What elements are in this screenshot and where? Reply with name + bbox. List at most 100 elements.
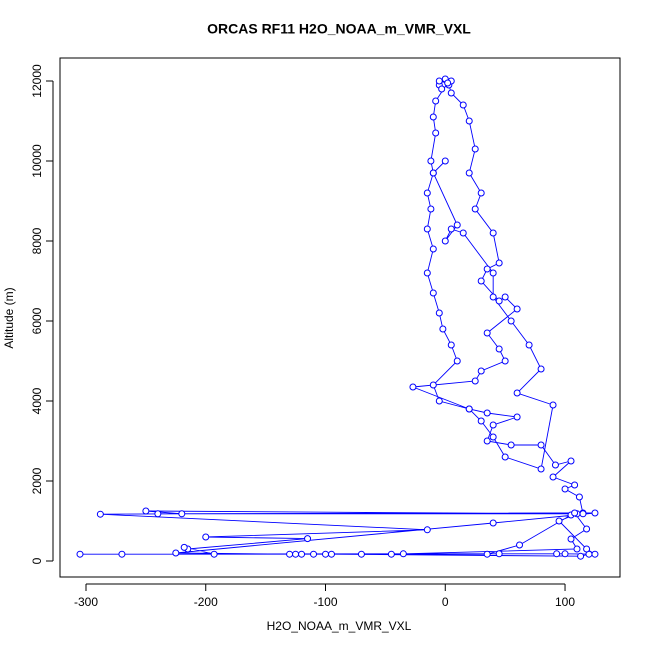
y-tick-label: 6000: [30, 307, 44, 334]
x-axis-label: H2O_NOAA_m_VMR_VXL: [267, 619, 412, 633]
data-point: [438, 85, 446, 93]
data-point: [591, 509, 599, 517]
y-tick-label: 12000: [30, 64, 44, 98]
data-point: [441, 157, 449, 165]
x-tick-label: -200: [194, 595, 218, 609]
data-point: [525, 341, 533, 349]
data-point: [435, 77, 443, 85]
data-point: [483, 550, 491, 558]
data-point: [432, 129, 440, 137]
data-point: [322, 550, 330, 558]
data-point: [286, 550, 294, 558]
data-point: [471, 145, 479, 153]
data-point: [423, 269, 431, 277]
data-point: [583, 545, 591, 553]
data-point: [154, 510, 162, 518]
data-point: [459, 229, 467, 237]
data-point: [429, 113, 437, 121]
data-point: [423, 225, 431, 233]
data-point: [513, 413, 521, 421]
data-point: [118, 550, 126, 558]
y-tick-label: 2000: [30, 467, 44, 494]
data-point: [561, 485, 569, 493]
data-point: [577, 552, 585, 560]
data-point: [489, 229, 497, 237]
data-point: [483, 409, 491, 417]
data-point: [459, 101, 467, 109]
data-point: [489, 433, 497, 441]
data-point: [453, 221, 461, 229]
data-point: [471, 377, 479, 385]
data-point: [427, 205, 435, 213]
data-point: [477, 189, 485, 197]
data-point: [310, 550, 318, 558]
plot-frame: [59, 57, 621, 578]
data-point: [553, 550, 561, 558]
y-tick-label: 8000: [30, 227, 44, 254]
data-point: [423, 189, 431, 197]
data-point: [96, 510, 104, 518]
y-tick-label: 0: [30, 557, 44, 564]
data-point: [432, 97, 440, 105]
data-point: [292, 550, 300, 558]
y-axis-label: Altitude (m): [2, 287, 16, 348]
data-point: [387, 550, 395, 558]
x-tick-label: 100: [555, 595, 575, 609]
data-point: [465, 405, 473, 413]
data-point: [513, 389, 521, 397]
data-point: [549, 401, 557, 409]
chart-title: ORCAS RF11 H2O_NOAA_m_VMR_VXL: [207, 21, 471, 37]
data-point: [573, 545, 581, 553]
data-point: [477, 367, 485, 375]
data-point: [423, 526, 431, 534]
data-point: [507, 317, 515, 325]
data-point: [495, 297, 503, 305]
data-point: [537, 365, 545, 373]
x-tick-label: 0: [442, 595, 449, 609]
data-point: [567, 457, 575, 465]
data-point: [477, 277, 485, 285]
data-point: [447, 341, 455, 349]
data-point: [178, 510, 186, 518]
data-point: [409, 383, 417, 391]
data-point: [439, 325, 447, 333]
data-point: [447, 89, 455, 97]
data-point: [501, 453, 509, 461]
data-point: [537, 441, 545, 449]
data-point: [76, 550, 84, 558]
data-point: [210, 550, 218, 558]
y-tick-label: 10000: [30, 144, 44, 178]
data-point: [447, 225, 455, 233]
data-point: [429, 289, 437, 297]
data-point: [501, 293, 509, 301]
data-point: [489, 293, 497, 301]
data-point: [298, 550, 306, 558]
data-point: [561, 550, 569, 558]
data-point: [465, 117, 473, 125]
data-point: [571, 481, 579, 489]
data-line: [79, 78, 597, 557]
data-point: [477, 417, 485, 425]
data-point: [429, 169, 437, 177]
data-point: [444, 79, 452, 87]
data-point: [567, 535, 575, 543]
data-point: [549, 473, 557, 481]
data-point: [441, 237, 449, 245]
x-tick-label: -100: [313, 595, 337, 609]
data-point: [555, 517, 563, 525]
x-tick-label: -300: [74, 595, 98, 609]
data-point: [551, 461, 559, 469]
data-point: [591, 550, 599, 558]
data-point: [483, 437, 491, 445]
y-tick-label: 4000: [30, 387, 44, 414]
data-point: [429, 381, 437, 389]
data-point: [471, 205, 479, 213]
data-point: [435, 397, 443, 405]
data-point: [483, 329, 491, 337]
data-point: [495, 345, 503, 353]
data-point: [489, 519, 497, 527]
data-point: [327, 550, 335, 558]
data-point: [483, 265, 491, 273]
data-point: [507, 441, 515, 449]
